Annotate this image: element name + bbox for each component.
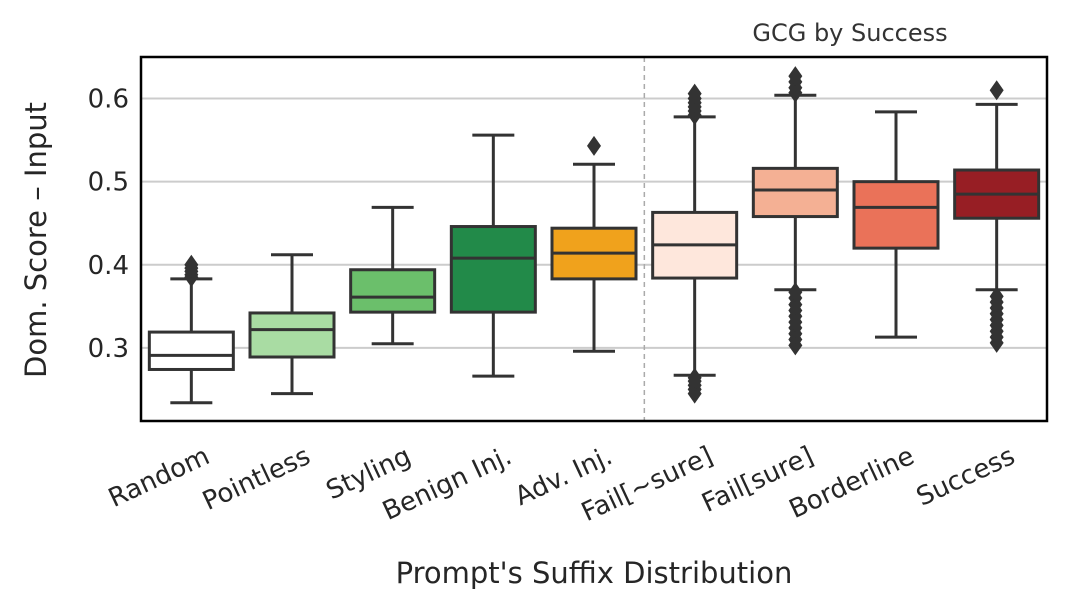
box-random (147, 254, 235, 405)
gcg-by-success-annotation: GCG by Success (752, 19, 947, 47)
y-tick-label: 0.6 (88, 85, 129, 115)
iqr-box (449, 225, 537, 314)
y-axis-ticks: 0.3 0.4 0.5 0.6 (88, 85, 129, 364)
outlier-point (687, 367, 702, 388)
iqr-box (248, 311, 336, 359)
outlier-point (184, 254, 199, 275)
box-pointless (248, 253, 336, 396)
outlier-point (989, 80, 1004, 101)
box-styling (349, 205, 437, 346)
outlier-point (989, 286, 1004, 307)
box-success (953, 80, 1041, 353)
iqr-box (349, 268, 437, 314)
x-axis-label: Prompt's Suffix Distribution (396, 556, 793, 590)
boxes-layer (147, 66, 1041, 405)
outlier-point (788, 66, 803, 87)
outlier-point (687, 83, 702, 104)
box-borderline (852, 110, 940, 339)
plot-frame (139, 55, 1049, 423)
iqr-box (751, 166, 839, 219)
y-axis-label: Dom. Score – Input (19, 102, 53, 378)
box-benign-inj (449, 133, 537, 378)
box-adv-inj (550, 135, 638, 353)
outlier-point (587, 135, 601, 156)
y-tick-label: 0.3 (88, 334, 129, 364)
y-tick-label: 0.4 (88, 251, 129, 281)
outlier-point (788, 282, 803, 303)
iqr-box (852, 180, 940, 250)
box-fail-sure (651, 83, 739, 404)
y-tick-label: 0.5 (88, 168, 129, 198)
box-fail-sure (751, 66, 839, 356)
iqr-box (147, 330, 235, 371)
